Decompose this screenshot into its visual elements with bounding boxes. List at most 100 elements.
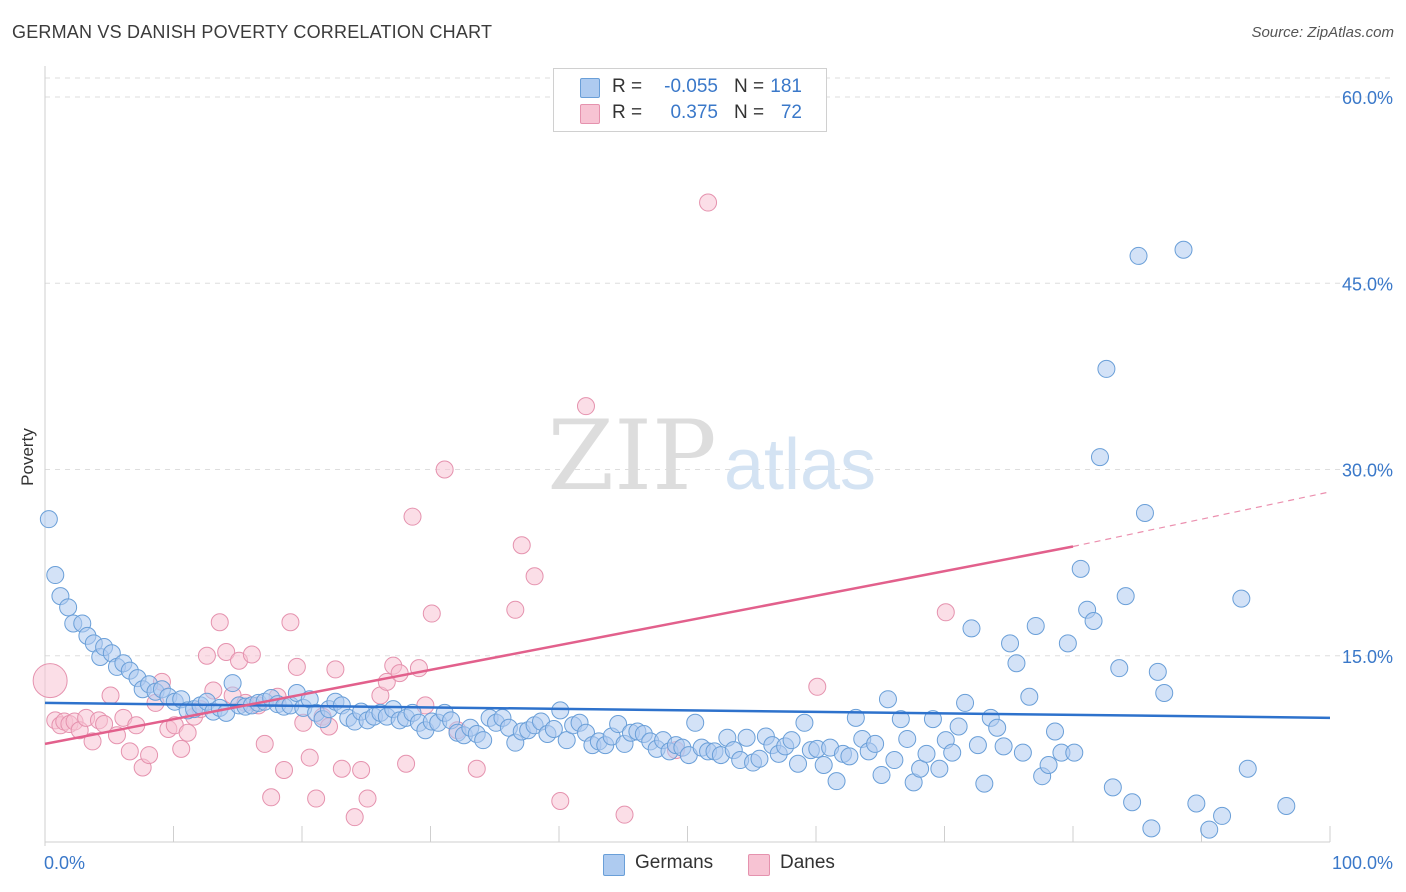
germans-point [737, 728, 756, 747]
danes-n-label: N = [734, 102, 765, 123]
germans-point [1084, 611, 1103, 630]
germans-legend-swatch [603, 854, 625, 876]
danes-point [255, 734, 274, 753]
danes-points [32, 193, 955, 827]
danes-point [281, 613, 300, 632]
germans-point [795, 713, 814, 732]
danes-swatch [580, 104, 600, 124]
germans-point [840, 747, 859, 766]
germans-point [59, 598, 78, 617]
germans-point [1116, 587, 1135, 606]
germans-point [968, 736, 987, 755]
watermark: ZIP atlas [547, 400, 876, 512]
germans-n-value: 181 [770, 76, 802, 97]
danes-point [808, 677, 827, 696]
germans-points [39, 240, 1296, 839]
germans-point [1232, 589, 1251, 608]
danes-point [120, 742, 139, 761]
germans-point [1097, 359, 1116, 378]
germans-point [962, 619, 981, 638]
germans-point [474, 731, 493, 750]
germans-point [1135, 503, 1154, 522]
danes-point [435, 460, 454, 479]
stats-legend: R = -0.055 N = 181 R = 0.375 N = 72 [553, 68, 827, 132]
germans-point [1026, 616, 1045, 635]
axes [44, 66, 1331, 846]
germans-point [1148, 662, 1167, 681]
germans-point [898, 729, 917, 748]
germans-point [911, 759, 930, 778]
danes-point [275, 760, 294, 779]
germans-point [1123, 793, 1142, 812]
danes-point [140, 746, 159, 765]
germans-legend-label: Germans [635, 852, 714, 873]
germans-point [544, 720, 563, 739]
y-tick-label: 45.0% [1342, 274, 1393, 294]
danes-point [512, 536, 531, 555]
germans-point [1013, 743, 1032, 762]
danes-point [345, 808, 364, 827]
danes-point [551, 792, 570, 811]
germans-point [782, 731, 801, 750]
watermark-atlas: atlas [724, 425, 876, 505]
germans-point [1039, 756, 1058, 775]
danes-point [287, 657, 306, 676]
germans-point [1174, 240, 1193, 259]
danes-point [32, 663, 68, 699]
germans-point [1129, 246, 1148, 265]
germans-point [39, 510, 58, 529]
danes-point [699, 193, 718, 212]
germans-point [1046, 722, 1065, 741]
germans-point [827, 772, 846, 791]
legend-row-danes: R = 0.375 N = 72 [554, 100, 826, 126]
germans-point [551, 701, 570, 720]
danes-point [936, 603, 955, 622]
danes-point [172, 739, 191, 758]
germans-point [557, 731, 576, 750]
y-tick-label: 15.0% [1342, 647, 1393, 667]
danes-r-label: R = [612, 102, 643, 123]
y-tick-label: 30.0% [1342, 461, 1393, 481]
germans-swatch [580, 78, 600, 98]
danes-trend-extension [1072, 491, 1331, 548]
danes-point [101, 686, 120, 705]
danes-point [397, 754, 416, 773]
danes-point [390, 664, 409, 683]
germans-point [1007, 654, 1026, 673]
danes-point [300, 748, 319, 767]
germans-point [1187, 794, 1206, 813]
germans-point [1142, 819, 1161, 838]
x-tick-label: 0.0% [44, 853, 85, 873]
germans-point [949, 717, 968, 736]
germans-point [923, 710, 942, 729]
danes-point [506, 600, 525, 619]
danes-point [197, 646, 216, 665]
gridlines [45, 77, 1395, 657]
germans-point [1155, 684, 1174, 702]
germans-point [1213, 806, 1232, 825]
germans-point [1200, 820, 1219, 839]
germans-trend-line [44, 701, 1331, 720]
germans-r-label: R = [612, 76, 643, 97]
germans-point [1110, 659, 1129, 678]
germans-point [878, 690, 897, 709]
tick-labels: 15.0% 30.0% 45.0% 60.0% 0.0% 100.0% [44, 88, 1393, 873]
germans-point [1071, 559, 1090, 578]
danes-legend-swatch [748, 854, 770, 876]
danes-point [358, 789, 377, 808]
germans-point [1058, 634, 1077, 653]
y-tick-label: 60.0% [1342, 88, 1393, 108]
germans-point [885, 751, 904, 770]
source-label: Source: ZipAtlas.com [1251, 24, 1394, 41]
germans-point [930, 759, 949, 778]
germans-point [1103, 778, 1122, 797]
germans-point [1090, 448, 1109, 467]
germans-r-value: -0.055 [664, 76, 718, 97]
danes-point [242, 645, 261, 664]
danes-point [217, 643, 236, 662]
danes-point [262, 788, 281, 807]
danes-trend-line [44, 545, 1074, 746]
germans-point [943, 743, 962, 762]
germans-point [814, 756, 833, 775]
